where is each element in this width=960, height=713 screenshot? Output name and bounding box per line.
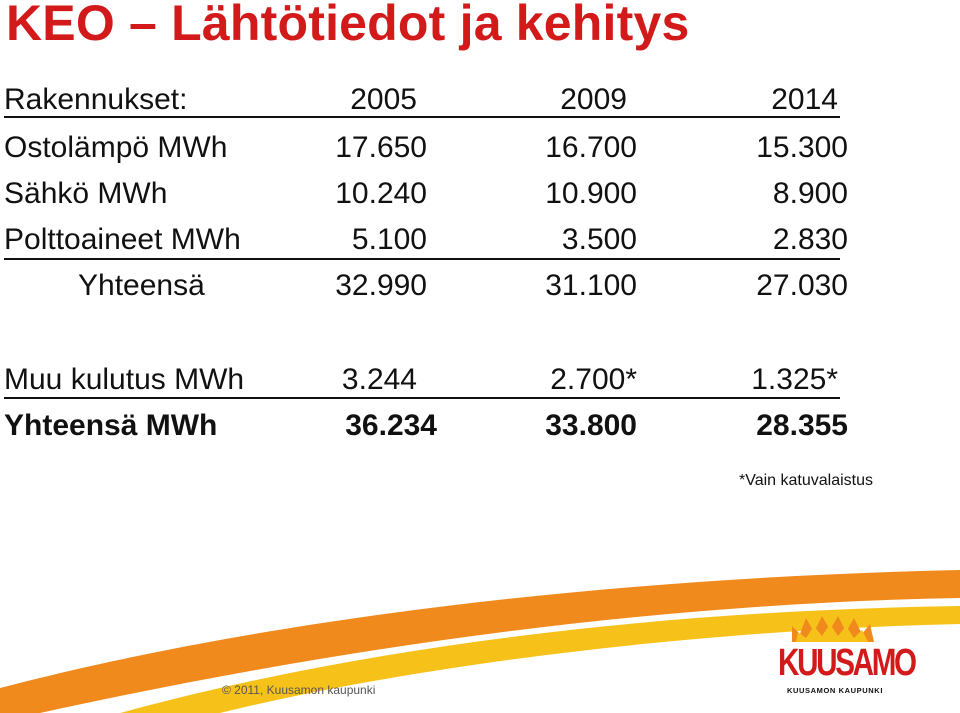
row-value: 2.830 <box>772 223 848 256</box>
row-label: Ostolämpö MWh <box>4 131 228 164</box>
other-label: Muu kulutus MWh <box>4 363 245 396</box>
footnote: *Vain katuvalaistus <box>739 472 873 489</box>
row-value: 10.900 <box>545 177 637 210</box>
swoosh-decoration <box>0 570 960 713</box>
row-value: 16.700 <box>545 131 637 164</box>
row-value: 10.240 <box>335 177 427 210</box>
table-row: Polttoaineet MWh 5.100 3.500 2.830 <box>0 220 960 260</box>
copyright-footer: © 2011, Kuusamon kaupunki <box>222 683 376 697</box>
table-header-row: Rakennukset: 2005 2009 2014 <box>0 80 960 120</box>
total-value: 36.234 <box>345 409 437 442</box>
row-value: 15.300 <box>756 131 848 164</box>
row-label: Sähkö MWh <box>4 177 168 210</box>
other-consumption-row: Muu kulutus MWh 3.244 2.700* 1.325* <box>0 360 960 400</box>
other-value: 1.325* <box>751 363 838 396</box>
row-value: 5.100 <box>351 223 427 256</box>
row-value: 17.650 <box>335 131 427 164</box>
logo-wordmark: KUUSAMO <box>778 642 917 684</box>
table-row: Ostolämpö MWh 17.650 16.700 15.300 <box>0 128 960 168</box>
total-value: 33.800 <box>545 409 637 442</box>
total-label: Yhteensä MWh <box>4 409 218 442</box>
subtotal-row: Yhteensä 32.990 31.100 27.030 <box>0 266 960 306</box>
other-underline <box>4 397 840 399</box>
row-label: Polttoaineet MWh <box>4 223 241 256</box>
page-title: KEO – Lähtötiedot ja kehitys <box>6 0 690 51</box>
year-2014: 2014 <box>771 83 838 116</box>
year-2009: 2009 <box>560 83 627 116</box>
rows-underline <box>4 258 840 260</box>
crown-icon <box>792 616 874 642</box>
table-row: Sähkö MWh 10.240 10.900 8.900 <box>0 174 960 214</box>
year-2005: 2005 <box>350 83 417 116</box>
header-underline <box>4 116 840 118</box>
kuusamo-logo: KUUSAMO KUUSAMON KAUPUNKI <box>778 614 917 699</box>
row-value: 3.500 <box>561 223 637 256</box>
logo-subtitle: KUUSAMON KAUPUNKI <box>786 686 884 695</box>
header-label: Rakennukset: <box>4 83 188 116</box>
subtotal-value: 27.030 <box>756 269 848 302</box>
subtotal-value: 32.990 <box>335 269 427 302</box>
total-row: Yhteensä MWh 36.234 33.800 28.355 <box>0 406 960 446</box>
row-value: 8.900 <box>772 177 848 210</box>
other-value: 2.700* <box>550 363 637 396</box>
subtotal-label: Yhteensä <box>78 269 205 302</box>
other-value: 3.244 <box>341 363 417 396</box>
subtotal-value: 31.100 <box>545 269 637 302</box>
total-value: 28.355 <box>756 409 848 442</box>
